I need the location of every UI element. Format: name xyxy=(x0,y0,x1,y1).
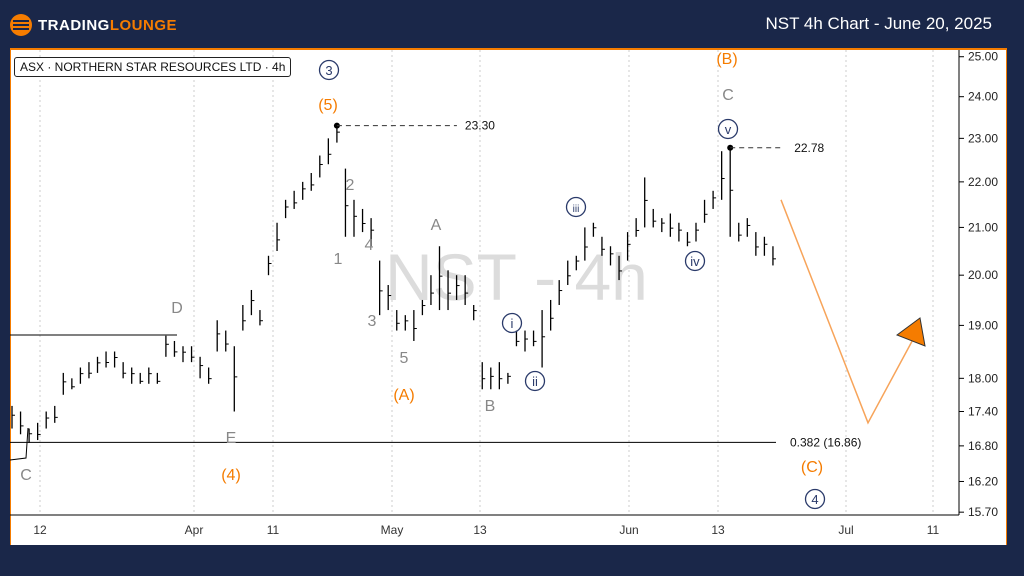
y-tick-label: 22.00 xyxy=(968,175,998,189)
wave-label-gray: B xyxy=(485,398,496,415)
y-tick-label: 24.00 xyxy=(968,90,998,104)
wave-label-gray: 5 xyxy=(400,350,409,367)
wave-label-navy: i xyxy=(511,316,514,331)
wave-label-gray: C xyxy=(722,87,734,104)
wave-label-gray: E xyxy=(226,430,237,447)
header: TRADINGLOUNGE NST 4h Chart - June 20, 20… xyxy=(0,0,1024,48)
symbol-label: ASX · NORTHERN STAR RESOURCES LTD · 4h xyxy=(14,57,292,77)
y-tick-label: 25.00 xyxy=(968,50,998,64)
wave-label-navy: iii xyxy=(573,204,580,215)
y-tick-label: 21.00 xyxy=(968,220,998,234)
y-tick-label: 18.00 xyxy=(968,371,998,385)
projection-arrow-icon xyxy=(895,317,926,347)
wave-label-orange: (C) xyxy=(801,459,823,476)
wave-label-navy: 4 xyxy=(811,492,818,507)
wave-label-navy: ii xyxy=(532,374,538,389)
wave-label-navy: v xyxy=(725,122,732,137)
wave-label-gray: 1 xyxy=(334,251,343,268)
wave-label-gray: 4 xyxy=(365,237,374,254)
x-tick-label: 13 xyxy=(473,523,487,537)
y-tick-label: 19.00 xyxy=(968,318,998,332)
wave-label-gray: C xyxy=(20,467,32,484)
wave-label-orange: (4) xyxy=(221,467,241,484)
c-bracket-line xyxy=(9,427,29,461)
x-tick-label: 11 xyxy=(927,523,940,537)
wave-label-gray: D xyxy=(171,300,183,317)
wave-circle-icon xyxy=(684,250,706,272)
wave-label-navy: 3 xyxy=(325,63,332,78)
x-tick-label: May xyxy=(381,523,404,537)
wave-label-orange: (5) xyxy=(318,97,338,114)
peak-level-label: 23.30 xyxy=(465,119,495,133)
wave-label-gray: A xyxy=(431,217,442,234)
chart-title: NST 4h Chart - June 20, 2025 xyxy=(765,14,993,33)
y-tick-label: 20.00 xyxy=(968,268,998,282)
y-tick-label: 16.80 xyxy=(968,439,998,453)
peak-level-label: 22.78 xyxy=(794,141,824,155)
wave-label-gray: 2 xyxy=(346,177,355,194)
wave-label-navy: iv xyxy=(690,254,700,269)
y-tick-label: 15.70 xyxy=(968,505,998,519)
wave-circle-icon xyxy=(501,312,523,334)
brand-part1: TRADING xyxy=(38,16,110,34)
wave-label-orange: (A) xyxy=(393,387,414,404)
wave-label-orange: (B) xyxy=(716,51,737,68)
x-tick-label: 13 xyxy=(711,523,725,537)
brand-part2: LOUNGE xyxy=(109,16,177,34)
watermark: NST - 4h xyxy=(385,240,648,314)
logo-icon xyxy=(10,14,32,36)
chart-panel xyxy=(10,48,1007,545)
y-tick-label: 23.00 xyxy=(968,131,998,145)
y-tick-label: 17.40 xyxy=(968,405,998,419)
x-tick-label: 12 xyxy=(33,523,47,537)
x-tick-label: Apr xyxy=(185,523,204,537)
wave-circle-icon xyxy=(524,370,546,392)
brand-logo: TRADINGLOUNGE xyxy=(10,14,177,36)
projection-path xyxy=(780,199,916,425)
fib-level-label: 0.382 (16.86) xyxy=(790,435,861,449)
wave-circle-icon xyxy=(804,488,826,510)
wave-circle-icon xyxy=(565,196,587,218)
x-tick-label: Jul xyxy=(838,523,853,537)
y-tick-label: 16.20 xyxy=(968,474,998,488)
wave-label-gray: 3 xyxy=(368,313,377,330)
x-tick-label: 11 xyxy=(267,523,280,537)
x-tick-label: Jun xyxy=(619,523,638,537)
wave-circle-icon xyxy=(717,118,739,140)
wave-circle-icon xyxy=(318,59,340,81)
